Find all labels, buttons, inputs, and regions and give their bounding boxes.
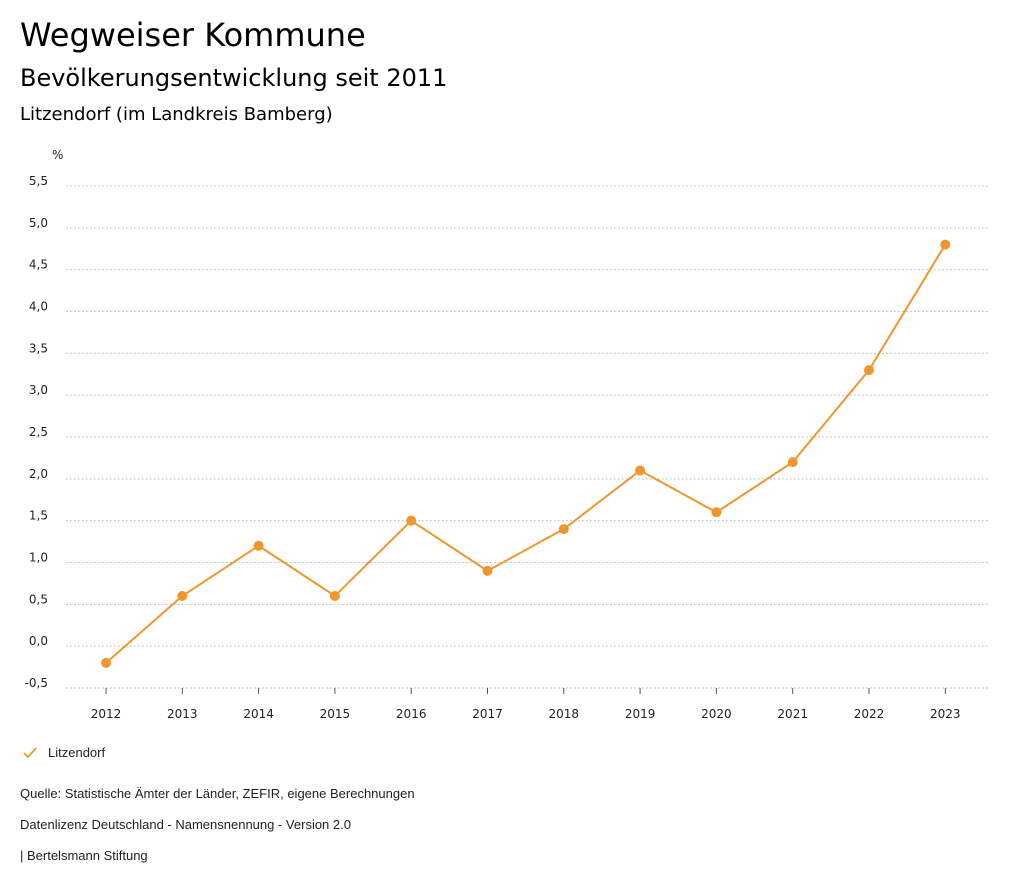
y-tick-label: 1,5 xyxy=(29,509,48,523)
region-label: Litzendorf (im Landkreis Bamberg) xyxy=(20,104,333,125)
y-axis-ticks: 5,5 5,0 4,5 4,0 3,5 3,0 2,5 2,0 1,5 1,0 0,5 0,0 -0,5 xyxy=(25,174,48,690)
y-tick-label: 5,5 xyxy=(29,174,48,188)
x-tick-label: 2016 xyxy=(396,707,427,721)
y-tick-label: 5,0 xyxy=(29,216,48,230)
grid-lines xyxy=(66,185,990,689)
x-axis-ticks: 2012 2013 2014 2015 2016 2017 2018 2019 2020 2021… xyxy=(91,688,961,721)
data-point[interactable] xyxy=(177,590,188,601)
x-tick-label: 2021 xyxy=(777,707,808,721)
legend[interactable]: Litzendorf xyxy=(22,745,105,760)
data-point[interactable] xyxy=(253,540,264,551)
data-point[interactable] xyxy=(406,515,417,526)
y-tick-label: 0,0 xyxy=(29,634,48,648)
x-tick-label: 2014 xyxy=(243,707,274,721)
x-tick-label: 2020 xyxy=(701,707,732,721)
data-point[interactable] xyxy=(787,457,798,468)
x-tick-label: 2017 xyxy=(472,707,503,721)
x-tick-label: 2013 xyxy=(167,707,198,721)
x-tick-label: 2015 xyxy=(320,707,351,721)
data-point[interactable] xyxy=(940,239,951,250)
check-icon xyxy=(23,746,37,758)
legend-label: Litzendorf xyxy=(48,745,106,760)
y-tick-label: 4,5 xyxy=(29,258,48,272)
y-tick-label: 2,5 xyxy=(29,425,48,439)
series-litzendorf xyxy=(101,239,951,668)
series-line xyxy=(105,244,947,664)
y-tick-label: 4,0 xyxy=(29,300,48,314)
x-tick-label: 2018 xyxy=(549,707,580,721)
data-point[interactable] xyxy=(864,365,874,376)
line-chart: % 5,5 5,0 4,5 4,0 3,5 3,0 2,5 2,0 1,5 1,0 0,5 0,0 -0… xyxy=(25,148,990,721)
y-tick-label: 0,5 xyxy=(29,592,48,606)
y-tick-label: 3,0 xyxy=(29,383,48,397)
chart-subtitle: Bevölkerungsentwicklung seit 2011 xyxy=(20,64,448,92)
x-tick-label: 2023 xyxy=(930,707,961,721)
x-tick-label: 2012 xyxy=(91,707,122,721)
data-point[interactable] xyxy=(635,465,646,476)
y-tick-label: 2,0 xyxy=(29,467,48,481)
y-tick-label: 1,0 xyxy=(29,551,48,565)
x-tick-label: 2019 xyxy=(625,707,656,721)
y-tick-label: -0,5 xyxy=(25,676,48,690)
license-note: Datenlizenz Deutschland - Namensnennung … xyxy=(20,817,351,832)
publisher-note: | Bertelsmann Stiftung xyxy=(20,848,148,863)
data-point[interactable] xyxy=(101,657,111,668)
page-title: Wegweiser Kommune xyxy=(20,16,366,54)
x-tick-label: 2022 xyxy=(854,707,885,721)
y-tick-label: 3,5 xyxy=(29,341,48,355)
y-axis-unit: % xyxy=(52,148,63,162)
data-point[interactable] xyxy=(558,524,569,535)
data-point[interactable] xyxy=(482,565,493,576)
source-note: Quelle: Statistische Ämter der Länder, Z… xyxy=(20,786,415,801)
data-point[interactable] xyxy=(711,507,722,518)
data-point[interactable] xyxy=(329,590,340,601)
